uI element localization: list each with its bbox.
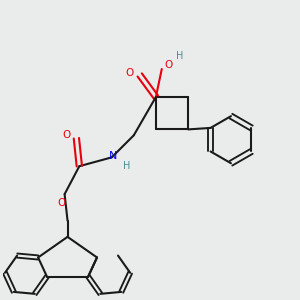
Text: O: O — [164, 61, 172, 70]
Text: O: O — [125, 68, 134, 78]
Text: H: H — [176, 51, 183, 61]
Text: O: O — [62, 130, 70, 140]
Text: O: O — [58, 198, 66, 208]
Text: H: H — [123, 161, 130, 171]
Text: N: N — [109, 151, 117, 161]
